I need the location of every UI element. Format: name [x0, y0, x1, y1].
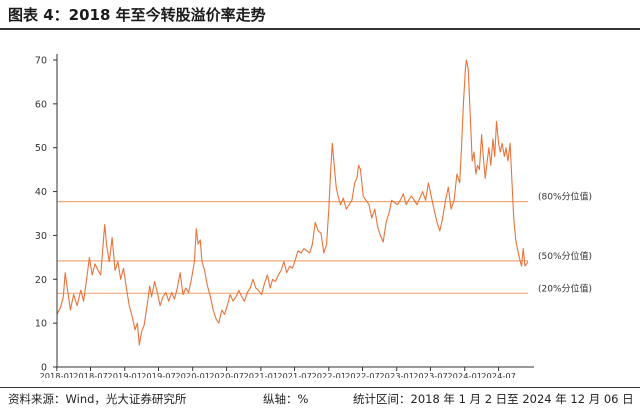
- reference-label: (20%分位值): [538, 282, 592, 294]
- x-tick-label: 2021-07: [277, 371, 312, 378]
- x-tick-label: 2023-07: [413, 371, 448, 378]
- y-tick-label: 0: [41, 363, 47, 374]
- x-tick-label: 2022-07: [345, 371, 380, 378]
- y-tick-label: 10: [35, 319, 47, 330]
- source-note: 资料来源：Wind，光大证券研究所: [8, 392, 187, 406]
- x-tick-label: 2024-01: [447, 371, 482, 378]
- x-tick-label: 2024-07: [481, 371, 516, 378]
- x-tick-label: 2023-01: [379, 371, 414, 378]
- x-tick-label: 2018-01: [39, 371, 74, 378]
- footer-rule: [0, 387, 640, 388]
- reference-label: (50%分位值): [538, 250, 592, 262]
- x-tick-label: 2019-01: [107, 371, 142, 378]
- x-tick-label: 2020-01: [175, 371, 210, 378]
- title-rule: [0, 28, 640, 30]
- x-tick-label: 2018-07: [73, 371, 108, 378]
- x-tick-label: 2021-01: [244, 371, 279, 378]
- series-line: [56, 59, 529, 346]
- series-group: [56, 59, 529, 346]
- x-tick-label: 2022-01: [311, 371, 346, 378]
- y-tick-label: 50: [35, 143, 47, 154]
- x-tick-label: 2019-07: [141, 371, 176, 378]
- reference-lines: (80%分位值) (50%分位值) (20%分位值): [57, 191, 592, 294]
- figure-footer: 资料来源：Wind，光大证券研究所 纵轴：% 统计区间：2018 年 1 月 2…: [8, 391, 634, 409]
- figure-title: 图表 4：2018 年至今转股溢价率走势: [8, 6, 266, 24]
- y-tick-label: 60: [35, 99, 47, 110]
- unit-note: 纵轴：%: [263, 392, 309, 406]
- y-tick-label: 70: [35, 56, 47, 67]
- axes: 0 10 20 30 40 50 60 70 2018-01 2018-07 2019-01 2019…: [35, 54, 534, 378]
- x-tick-label: 2020-07: [209, 371, 244, 378]
- line-chart: (80%分位值) (50%分位值) (20%分位值) 0 10 20 30 40 50 60 70…: [35, 54, 592, 378]
- reference-label: (80%分位值): [538, 191, 592, 203]
- period-note: 统计区间：2018 年 1 月 2 日至 2024 年 12 月 06 日: [353, 392, 634, 406]
- y-tick-label: 40: [35, 187, 47, 198]
- y-tick-label: 20: [35, 275, 47, 286]
- y-tick-label: 30: [35, 231, 47, 242]
